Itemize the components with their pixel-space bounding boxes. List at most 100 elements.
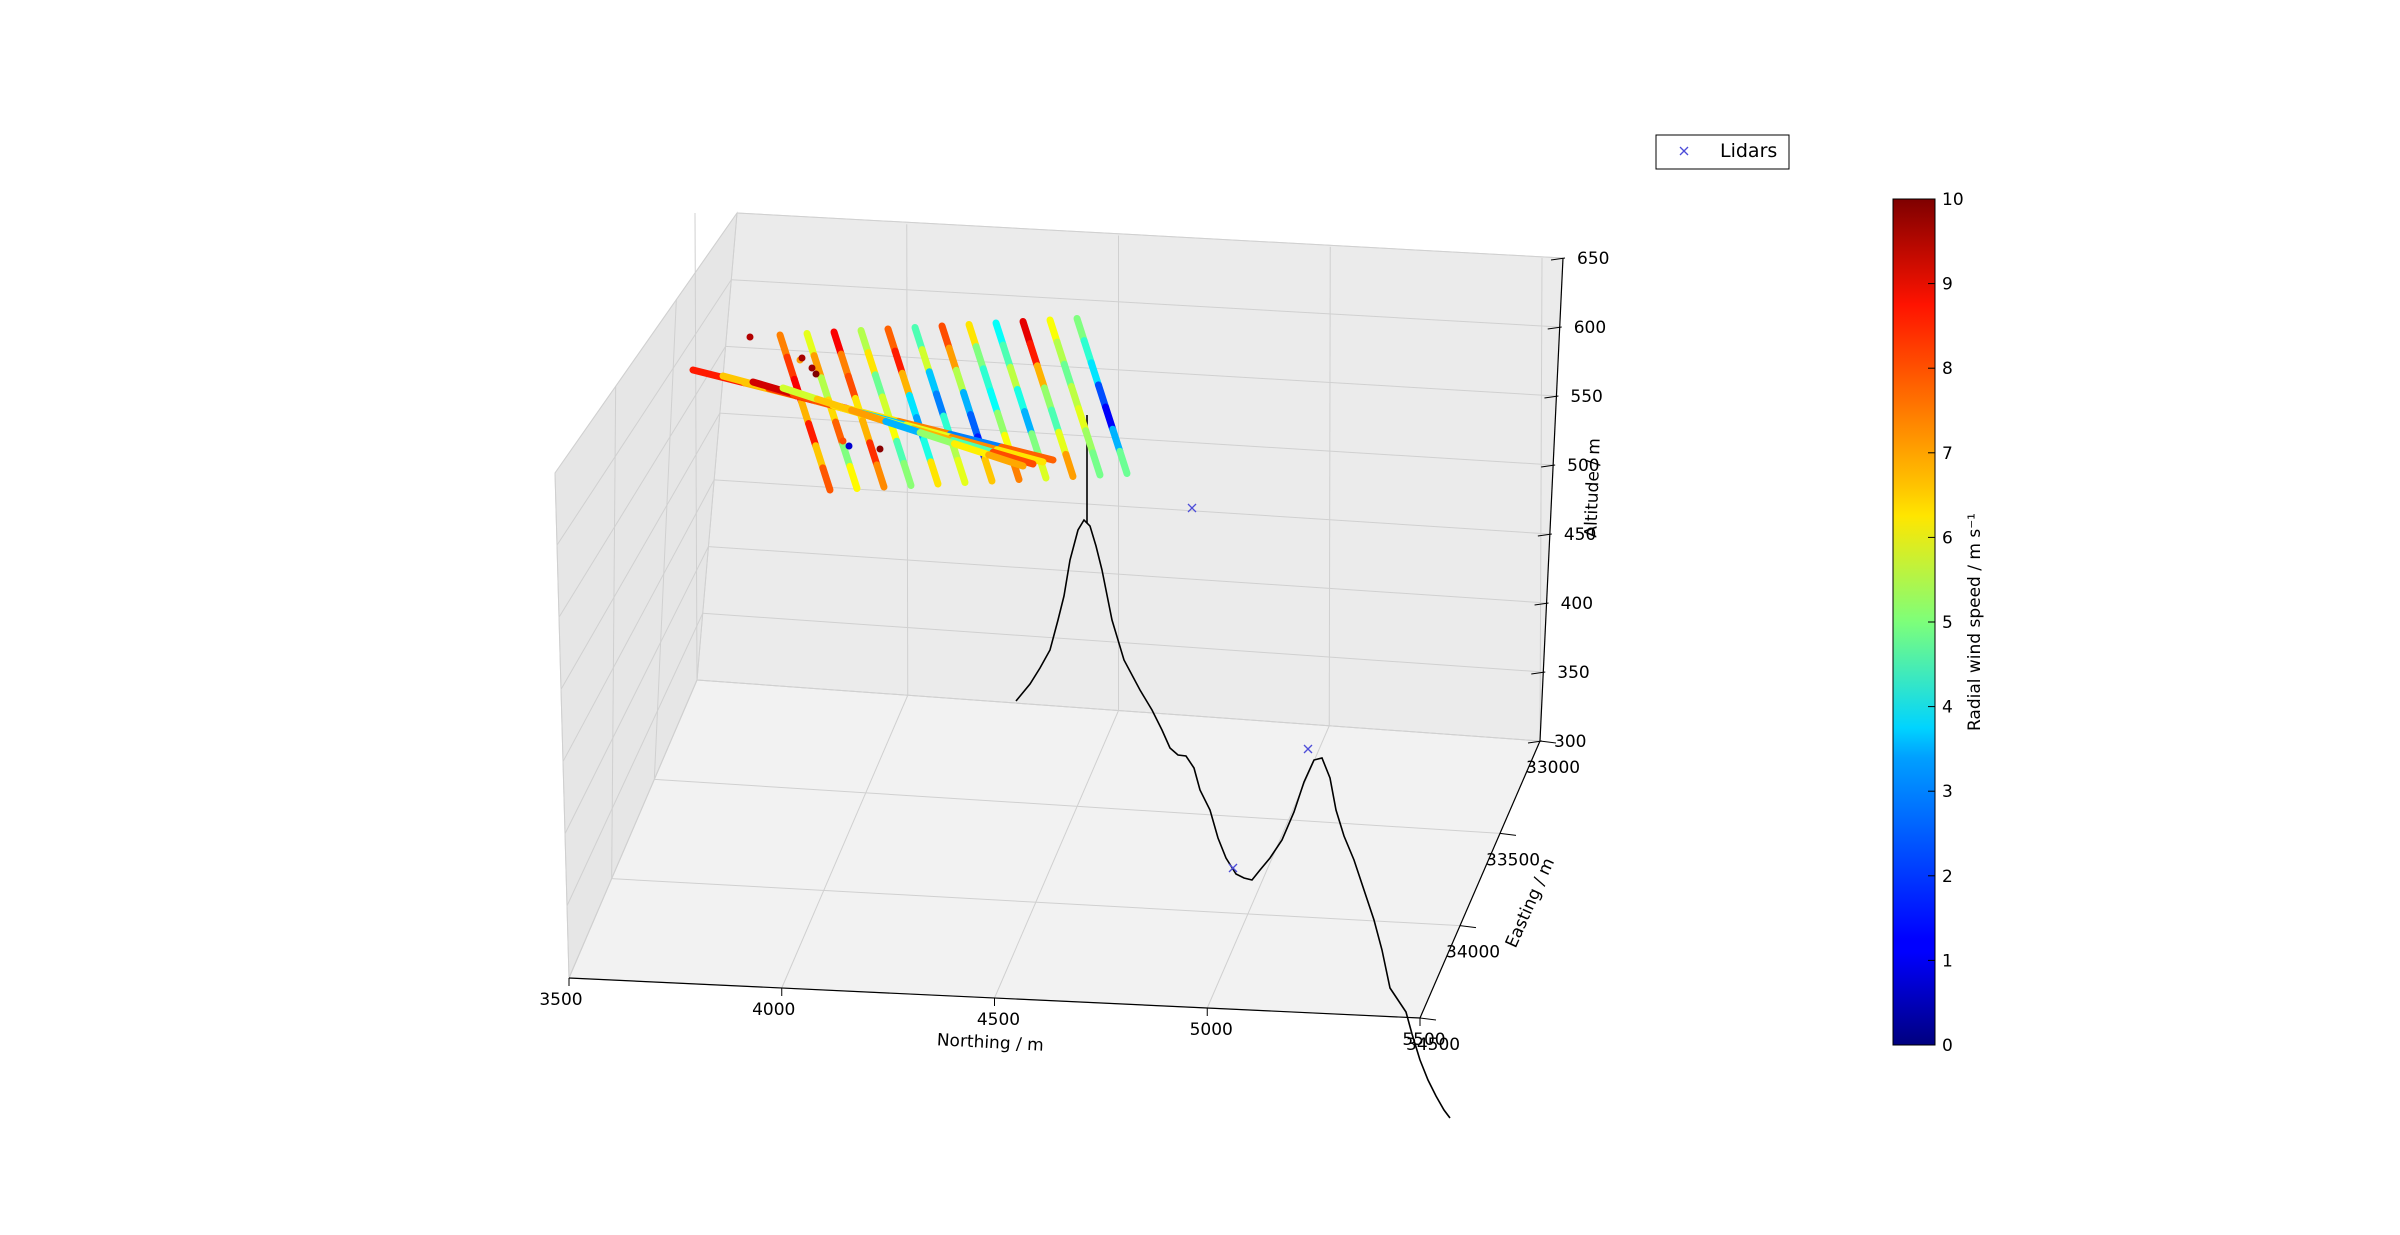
colorbar-tick-label: 1 xyxy=(1942,951,1953,971)
scan-point xyxy=(839,437,847,445)
scan-segment xyxy=(998,443,1057,464)
scan-segment xyxy=(893,437,908,467)
scan-segment xyxy=(938,322,953,352)
scan-segment xyxy=(967,411,982,441)
scan-segment xyxy=(803,330,818,360)
scan-segment xyxy=(1028,430,1043,460)
scan-segment xyxy=(783,353,798,383)
scan-segment xyxy=(905,391,921,422)
z-tick-label: 650 xyxy=(1577,249,1609,269)
scan-segment xyxy=(884,325,899,355)
scan-segment xyxy=(859,417,874,447)
colorbar-tick-label: 3 xyxy=(1942,782,1953,802)
lidar-marker xyxy=(1187,503,1197,513)
colorbar-tick-label: 9 xyxy=(1942,275,1953,295)
scan-segment xyxy=(1102,403,1117,433)
scan-segment xyxy=(797,397,813,428)
x-axis-label: Northing / m xyxy=(936,1030,1044,1056)
scan-segment xyxy=(986,387,1002,417)
scan-segment xyxy=(1040,384,1056,414)
colorbar-tick-label: 10 xyxy=(1942,190,1964,210)
scan-segment xyxy=(920,436,935,466)
scan-segment xyxy=(932,390,948,420)
scan-segment xyxy=(1073,315,1088,345)
scan-segment xyxy=(992,319,1007,349)
scan-segment xyxy=(952,366,967,396)
scan-segment xyxy=(882,417,924,437)
colorbar-tick-label: 4 xyxy=(1942,698,1953,718)
axes-3d xyxy=(554,211,1564,1019)
scan-segment xyxy=(846,462,861,492)
lidar-markers xyxy=(1187,503,1313,873)
scan-segment xyxy=(866,439,881,469)
lidar-marker xyxy=(1228,863,1238,873)
scan-point xyxy=(808,364,816,372)
scan-segment xyxy=(898,369,913,399)
colorbar-ticks: 0 1 2 3 4 5 6 7 8 9 10 xyxy=(1928,190,1964,1056)
x-tick-label: 5000 xyxy=(1190,1020,1233,1040)
axis-ticks: 3500 4000 4500 5000 5500 33000 33500 34000 34500… xyxy=(539,249,1609,1055)
legend: Lidars xyxy=(1655,134,1790,170)
z-tick-label: 450 xyxy=(1564,525,1596,545)
scan-segment xyxy=(918,346,933,376)
scan-segment xyxy=(819,464,834,494)
scan-segment xyxy=(954,456,969,486)
scan-segment xyxy=(979,365,994,395)
scan-segment xyxy=(857,327,872,357)
scan-segment xyxy=(1033,362,1048,392)
lidar-marker xyxy=(1303,744,1313,754)
scan-segment xyxy=(989,448,1037,468)
colorbar-tick-label: 8 xyxy=(1942,359,1953,379)
colorbar-label: Radial wind speed / m s⁻¹ xyxy=(1965,513,1985,731)
scan-segment xyxy=(950,440,993,459)
scan-segment xyxy=(1067,382,1083,413)
colorbar-tick-label: 0 xyxy=(1942,1036,1953,1056)
scan-segment xyxy=(812,442,827,472)
scan-point xyxy=(798,354,806,362)
scan-segment xyxy=(776,331,791,361)
legend-marker-icon xyxy=(1679,146,1689,156)
scan-segment xyxy=(1021,408,1036,438)
z-tick-label: 550 xyxy=(1570,387,1602,407)
scan-segment xyxy=(1082,427,1097,457)
scan-segment xyxy=(1060,360,1075,390)
scan-segment xyxy=(1075,405,1090,435)
scan-segment xyxy=(844,372,859,402)
scan-segment xyxy=(900,459,915,489)
scan-segment xyxy=(864,349,879,379)
terrain-line xyxy=(1015,518,1451,1119)
scan-segment xyxy=(965,321,980,351)
y-tick-label: 34000 xyxy=(1446,943,1500,963)
y-tick-label: 33000 xyxy=(1526,758,1580,778)
scan-segment xyxy=(993,446,1047,466)
scan-segment xyxy=(817,374,832,404)
scan-segment xyxy=(830,328,845,358)
scan-segment xyxy=(1080,337,1095,367)
scan-point xyxy=(845,442,853,450)
colorbar-tick-label: 5 xyxy=(1942,613,1953,633)
scan-segment xyxy=(839,440,854,470)
scan-point xyxy=(876,445,884,453)
scan-segment xyxy=(1048,406,1063,436)
scan-segment xyxy=(1013,385,1029,416)
scan-segment xyxy=(805,420,820,450)
scan-segment xyxy=(999,341,1014,371)
scan-segment xyxy=(1116,447,1131,477)
scan-segment xyxy=(891,347,906,377)
scan-segment xyxy=(1046,316,1061,346)
colorbar-tick-label: 2 xyxy=(1942,867,1953,887)
scan-segment xyxy=(959,388,975,419)
scan-point xyxy=(746,333,754,341)
scan-segment xyxy=(837,350,852,380)
scan-segment xyxy=(871,371,886,401)
scan-segment xyxy=(994,409,1009,439)
gridlines xyxy=(554,212,1564,1019)
x-tick-label: 4000 xyxy=(752,1000,795,1020)
scan-segment xyxy=(1026,340,1041,370)
colorbar: 0 1 2 3 4 5 6 7 8 9 10 Radial wind speed / m s⁻¹ xyxy=(1892,190,1985,1056)
scan-segment xyxy=(945,344,960,374)
legend-label: Lidars xyxy=(1720,140,1777,162)
scan-segment xyxy=(873,461,888,491)
scan-segment xyxy=(1053,338,1068,368)
